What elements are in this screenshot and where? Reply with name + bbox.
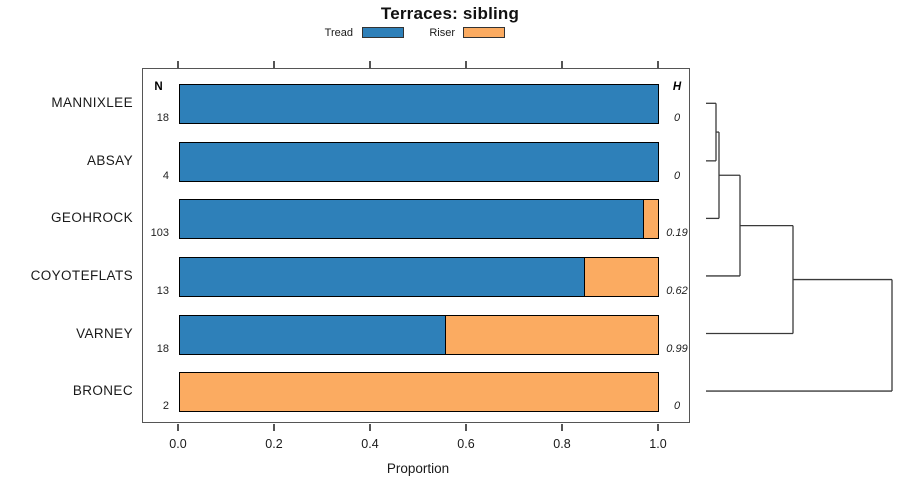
x-tick-label: 0.4: [361, 437, 379, 451]
x-tick-top: [561, 61, 563, 68]
x-tick-bottom: [273, 424, 275, 431]
h-value: 0: [673, 112, 681, 125]
x-tick-top: [657, 61, 659, 68]
bar-segment-riser: [643, 200, 658, 239]
x-tick-bottom: [657, 424, 659, 431]
category-label: ABSAY: [86, 152, 133, 168]
x-tick-bottom: [177, 424, 179, 431]
x-tick-label: 0.0: [169, 437, 187, 451]
x-tick-bottom: [369, 424, 371, 431]
x-tick-label: 0.8: [553, 437, 571, 451]
x-axis-title: Proportion: [386, 461, 450, 476]
x-tick-top: [465, 61, 467, 68]
stacked-bar: [179, 314, 659, 355]
bar-segment-tread: [180, 257, 584, 296]
category-label: VARNEY: [76, 325, 133, 341]
x-tick-label: 0.2: [265, 437, 283, 451]
n-column-header: N: [154, 81, 163, 93]
n-value: 103: [150, 227, 169, 240]
bar-segment-tread: [180, 200, 644, 239]
bar-segment-riser: [180, 373, 658, 412]
n-value: 18: [156, 112, 169, 125]
category-label: MANNIXLEE: [51, 95, 133, 111]
h-value: 0.19: [666, 227, 688, 240]
n-value: 18: [156, 342, 169, 355]
stacked-bar: [179, 199, 659, 240]
x-tick-top: [273, 61, 275, 68]
n-value: 2: [162, 400, 169, 413]
x-tick-bottom: [465, 424, 467, 431]
h-column-header: H: [672, 81, 682, 93]
legend-swatch-riser: [463, 27, 505, 38]
bar-segment-riser: [445, 315, 658, 354]
x-tick-bottom: [561, 424, 563, 431]
plot-area: N H 18 4 103 13 18 2: [142, 68, 690, 423]
stacked-bar: [179, 84, 659, 125]
n-value: 13: [156, 284, 169, 297]
legend-label-tread: Tread: [324, 27, 353, 39]
category-label: GEOHROCK: [51, 210, 133, 226]
stacked-bar: [179, 141, 659, 182]
stacked-bar: [179, 256, 659, 297]
h-value: 0.62: [666, 284, 688, 297]
legend-label-riser: Riser: [429, 27, 455, 39]
x-tick-label: 0.6: [457, 437, 475, 451]
stacked-bar: [179, 372, 659, 413]
h-value: 0: [673, 400, 681, 413]
h-value: 0.99: [666, 342, 688, 355]
bar-segment-tread: [180, 315, 446, 354]
category-label: BRONEC: [72, 383, 133, 399]
n-value: 4: [162, 169, 169, 182]
bar-segment-tread: [180, 85, 658, 124]
bar-segment-riser: [583, 257, 658, 296]
x-tick-top: [177, 61, 179, 68]
legend-swatch-tread: [362, 27, 404, 38]
x-tick-label: 1.0: [649, 437, 667, 451]
x-tick-top: [369, 61, 371, 68]
chart-title: Terraces: sibling: [380, 4, 520, 23]
h-value: 0: [673, 169, 681, 182]
category-label: COYOTEFLATS: [30, 267, 133, 283]
bar-segment-tread: [180, 142, 658, 181]
